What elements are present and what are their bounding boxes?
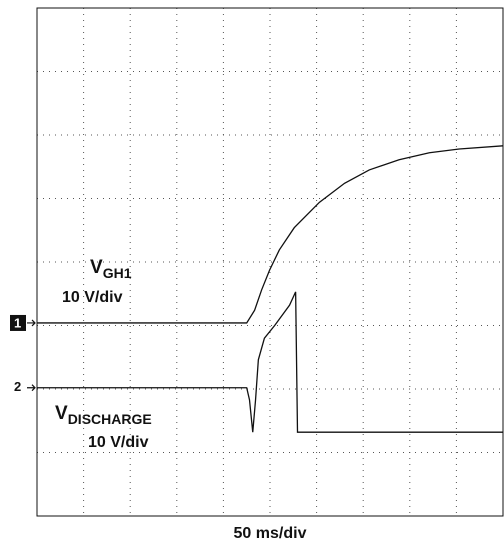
channel-marker-box [10, 314, 26, 331]
label-main: V [55, 403, 68, 424]
trace [37, 145, 504, 324]
scale-label: 10 V/div [62, 289, 123, 306]
trace-label: VGH1 [90, 257, 132, 281]
trace [37, 291, 503, 433]
channel-marker: 2 [14, 379, 21, 394]
channel-arrow [27, 384, 36, 392]
scale-label: 10 V/div [88, 434, 149, 451]
label-subscript: DISCHARGE [68, 411, 152, 427]
plot-border [36, 7, 504, 517]
plot: 12 [10, 7, 504, 517]
x-axis-label: 50 ms/div [234, 525, 307, 542]
trace-label: VDISCHARGE [55, 403, 152, 427]
label-main: V [90, 257, 103, 278]
label-subscript: GH1 [103, 265, 132, 281]
channel-marker: 1 [14, 315, 21, 330]
channel-arrow [27, 319, 36, 327]
